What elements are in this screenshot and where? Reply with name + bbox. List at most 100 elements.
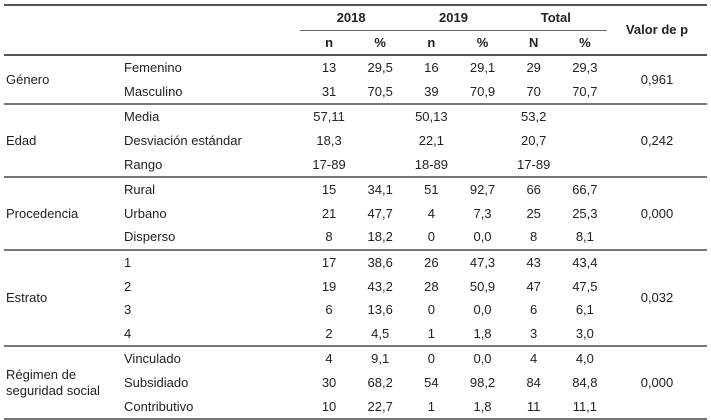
value-total-n: 66 [526, 182, 541, 198]
category-cell: Régimen de seguridad social [4, 346, 124, 420]
table-row: Edad Media 57,11 50,13 53,2 0,242 [4, 104, 707, 179]
header-total: Total [504, 3, 607, 31]
table-row: Subsidiado 30 68,2 54 98,2 84 84,8 [4, 371, 707, 395]
value-2018-n: 2 [300, 321, 359, 348]
value-2019-n: 1 [402, 394, 461, 420]
value-2019-pct: 98,2 [469, 374, 496, 390]
value-2018-pct: 22,7 [358, 394, 403, 420]
value-2018-n: 17 [321, 254, 337, 270]
header-2018-pct: % [358, 30, 403, 57]
subcategory-label: Rango [124, 152, 300, 179]
header-total-n: N [504, 30, 563, 57]
subcategory-label: Media [124, 109, 160, 125]
value-total-pct: 4,0 [575, 351, 594, 367]
value-2019-n: 16 [424, 60, 439, 76]
category-cell: Género [4, 55, 124, 106]
value-total-n: 25 [526, 205, 541, 221]
subcategory-label: Femenino [124, 60, 182, 76]
subcategory-label: Masculino [124, 79, 300, 106]
value-total-n: 84 [526, 374, 541, 390]
table-row: Disperso 8 18,2 0 0,0 8 8,1 [4, 225, 707, 251]
value-total-n: 6 [530, 302, 538, 318]
value-total-pct [563, 129, 607, 153]
value-total-pct: 6,1 [575, 302, 594, 318]
value-2019-n: 22,1 [418, 132, 445, 148]
value-total-pct: 25,3 [572, 205, 598, 221]
value-total-pct: 66,7 [572, 182, 598, 198]
subcategory-label: Desviación estándar [124, 132, 242, 148]
subcategory-label: 1 [124, 254, 132, 270]
demographics-table: 2018 2019 Total Valor de p n % n % N % G… [4, 3, 707, 420]
header-empty-subcategory [124, 3, 300, 31]
value-total-n: 17-89 [504, 152, 563, 179]
value-2018-n: 17-89 [300, 152, 359, 179]
value-total-n: 11 [504, 394, 563, 420]
table-row: Desviación estándar 18,3 22,1 20,7 [4, 129, 707, 153]
table-row: Urbano 21 47,7 4 7,3 25 25,3 [4, 202, 707, 226]
header-2019-n: n [402, 30, 461, 57]
subcategory-label: Vinculado [124, 351, 181, 367]
value-2018-n: 21 [321, 205, 337, 221]
value-2018-n: 19 [321, 278, 337, 294]
value-2019-n: 4 [427, 205, 435, 221]
table-row: 4 2 4,5 1 1,8 3 3,0 [4, 321, 707, 348]
value-total-n: 43 [526, 254, 541, 270]
pvalue-cell: 0,032 [607, 249, 707, 348]
value-2019-n: 0 [427, 351, 435, 367]
value-total-n: 20,7 [521, 132, 547, 148]
value-total-n: 47 [526, 278, 541, 294]
value-2019-n: 18-89 [402, 152, 461, 179]
header-row-years: 2018 2019 Total Valor de p [4, 3, 707, 57]
subcategory-label: Disperso [124, 225, 300, 251]
category-label: Régimen de seguridad social [6, 367, 100, 399]
value-2019-n: 39 [402, 79, 461, 106]
subcategory-label: Subsidiado [124, 374, 189, 390]
value-2019-pct: 92,7 [469, 182, 496, 198]
value-2019-pct: 1,8 [460, 394, 505, 420]
value-total-pct: 8,1 [562, 225, 607, 251]
table-row: 3 6 13,6 0 0,0 6 6,1 [4, 298, 707, 322]
value-2018-n: 6 [325, 302, 333, 318]
value-total-n: 3 [504, 321, 563, 348]
value-2018-pct [358, 129, 402, 153]
value-2018-pct: 47,7 [367, 205, 393, 221]
subcategory-label: 2 [124, 278, 132, 294]
value-2018-pct: 43,2 [367, 278, 393, 294]
value-2019-pct: 0,0 [460, 225, 505, 251]
pvalue-cell: 0,242 [607, 104, 707, 179]
table-row: Género Femenino 13 29,5 16 29,1 29 29,3 0,961 [4, 55, 707, 106]
value-2019-pct: 0,0 [473, 302, 492, 318]
pvalue-cell: 0,000 [607, 177, 707, 251]
subcategory-label: 3 [124, 302, 132, 318]
category-cell: Procedencia [4, 177, 124, 251]
subcategory-label: Urbano [124, 205, 167, 221]
value-2018-pct: 29,5 [367, 60, 393, 76]
header-2018-n: n [300, 30, 359, 57]
value-2019-pct [460, 129, 504, 153]
header-empty-category [4, 3, 124, 31]
value-2019-pct [460, 104, 504, 129]
value-total-n: 4 [530, 351, 538, 367]
value-2019-n: 26 [424, 254, 439, 270]
value-total-n: 8 [504, 225, 563, 251]
category-cell: Estrato [4, 249, 124, 348]
value-2018-pct: 34,1 [367, 182, 393, 198]
pvalue-cell: 0,000 [607, 346, 707, 420]
value-total-pct: 29,3 [572, 60, 598, 76]
subcategory-label: Rural [124, 182, 156, 198]
value-2018-n: 57,11 [313, 109, 345, 125]
table-row: Régimen de seguridad social Vinculado 4 9,1 0… [4, 346, 707, 420]
value-total-n: 53,2 [521, 109, 547, 125]
subcategory-label: Contributivo [124, 394, 300, 420]
header-row-subcolumns: n % n % N % [4, 30, 707, 57]
value-2018-pct [358, 152, 403, 179]
category-cell: Edad [4, 104, 124, 179]
value-2019-n: 50,13 [415, 109, 448, 125]
value-total-pct: 43,4 [572, 254, 598, 270]
value-2018-n: 30 [321, 374, 337, 390]
table-row: Rango 17-89 18-89 17-89 [4, 152, 707, 179]
value-2018-pct: 13,6 [367, 302, 393, 318]
header-2019-pct: % [460, 30, 505, 57]
category-label-line: seguridad social [6, 382, 100, 398]
value-2018-pct: 18,2 [358, 225, 403, 251]
